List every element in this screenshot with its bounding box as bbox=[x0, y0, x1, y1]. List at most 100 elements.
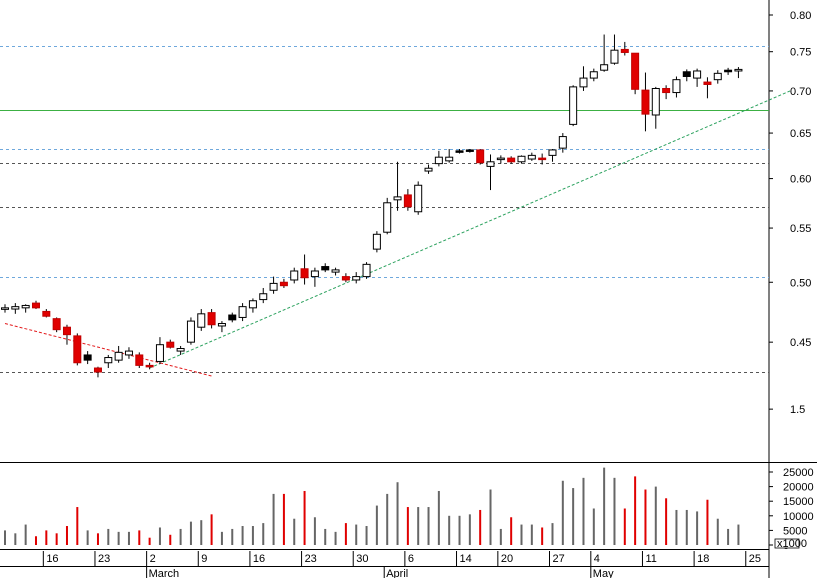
candle bbox=[445, 149, 454, 163]
volume-bar bbox=[737, 524, 740, 545]
candle-body bbox=[579, 77, 588, 88]
candle-body bbox=[11, 306, 20, 310]
volume-bar bbox=[189, 521, 192, 545]
volume-tick-label: 10000 bbox=[783, 511, 814, 523]
month-label: March bbox=[149, 568, 180, 578]
candle-body bbox=[589, 71, 598, 79]
price-tick-label: 0.80 bbox=[790, 10, 811, 22]
candle-body bbox=[290, 270, 299, 281]
candle-body bbox=[527, 154, 536, 160]
candle-body bbox=[734, 68, 743, 72]
volume-bar bbox=[86, 530, 89, 545]
candle-body bbox=[52, 318, 61, 331]
candle-body bbox=[217, 323, 226, 327]
candle-body bbox=[321, 266, 330, 271]
volume-bar bbox=[727, 528, 730, 545]
volume-tick-label: 15000 bbox=[783, 496, 814, 508]
candle bbox=[424, 164, 433, 174]
volume-bar bbox=[582, 477, 585, 545]
candle-body bbox=[341, 276, 350, 281]
month-label: April bbox=[386, 568, 408, 578]
day-label: 30 bbox=[356, 553, 368, 565]
candle-body bbox=[662, 87, 671, 94]
volume-tick-label: 5000 bbox=[783, 525, 807, 537]
candle bbox=[703, 77, 712, 99]
candle-body bbox=[414, 184, 423, 213]
price-tick-label: 0.60 bbox=[790, 174, 811, 186]
candle-body bbox=[197, 313, 206, 328]
candle-body bbox=[631, 52, 640, 90]
candle-body bbox=[145, 364, 154, 368]
volume-bar bbox=[107, 528, 110, 545]
volume-tick-label: 25000 bbox=[783, 467, 814, 479]
candle-body bbox=[507, 157, 516, 163]
volume-bar bbox=[427, 507, 430, 545]
candle bbox=[1, 304, 9, 313]
volume-bar bbox=[644, 489, 647, 545]
volume-bar bbox=[220, 531, 223, 545]
day-label: 18 bbox=[697, 553, 709, 565]
day-label: 16 bbox=[46, 553, 58, 565]
candle bbox=[507, 156, 516, 164]
day-label: 14 bbox=[460, 553, 472, 565]
volume-bar bbox=[365, 526, 368, 545]
candle-body bbox=[352, 276, 361, 281]
candle-body bbox=[238, 306, 247, 318]
volume-bar bbox=[592, 508, 595, 545]
candle bbox=[73, 333, 82, 366]
volume-bar bbox=[262, 523, 265, 545]
candle-body bbox=[362, 263, 371, 278]
volume-bar bbox=[675, 509, 678, 545]
candle bbox=[579, 66, 588, 91]
volume-bar bbox=[251, 526, 254, 545]
candle-body bbox=[424, 167, 433, 172]
volume-bar bbox=[696, 511, 699, 545]
candle bbox=[104, 354, 113, 369]
candle-body bbox=[166, 341, 175, 348]
volume-bar bbox=[417, 507, 420, 545]
candle-body bbox=[600, 64, 609, 71]
candle bbox=[124, 347, 133, 359]
candle-body bbox=[383, 202, 392, 233]
candle bbox=[341, 273, 350, 283]
candle bbox=[186, 317, 195, 345]
candle bbox=[713, 70, 722, 84]
candle-body bbox=[476, 149, 485, 164]
volume-bar bbox=[272, 493, 275, 545]
candle-body bbox=[393, 196, 402, 201]
candle bbox=[631, 52, 640, 95]
candle-body bbox=[693, 70, 702, 79]
volume-bar bbox=[561, 480, 564, 545]
day-label: 25 bbox=[749, 553, 761, 565]
candle-body bbox=[548, 149, 557, 156]
price-tick-label: 0.70 bbox=[790, 86, 811, 98]
candle bbox=[734, 67, 743, 79]
volume-bar bbox=[231, 528, 234, 545]
candle bbox=[197, 309, 206, 331]
candle bbox=[372, 231, 381, 253]
candle bbox=[383, 197, 392, 235]
volume-bar bbox=[138, 530, 141, 545]
volume-bar bbox=[603, 467, 606, 545]
candle-body bbox=[610, 49, 619, 64]
price-tick-label: 0.75 bbox=[790, 47, 811, 59]
volume-bar bbox=[448, 515, 451, 545]
volume-bar bbox=[510, 517, 513, 545]
candle bbox=[269, 276, 278, 294]
day-label: 27 bbox=[552, 553, 564, 565]
volume-bar bbox=[706, 499, 709, 545]
day-label: 4 bbox=[594, 553, 600, 565]
volume-bar bbox=[613, 477, 616, 545]
candle bbox=[259, 287, 268, 304]
volume-bar bbox=[551, 523, 554, 545]
candle-body bbox=[62, 326, 71, 336]
candle bbox=[620, 41, 629, 56]
candle-body bbox=[724, 69, 733, 73]
candle-body bbox=[331, 269, 340, 273]
candle-body bbox=[269, 282, 278, 291]
volume-bars bbox=[4, 467, 740, 545]
candle-body bbox=[310, 270, 319, 278]
candle bbox=[558, 133, 567, 153]
volume-bar bbox=[313, 517, 316, 545]
